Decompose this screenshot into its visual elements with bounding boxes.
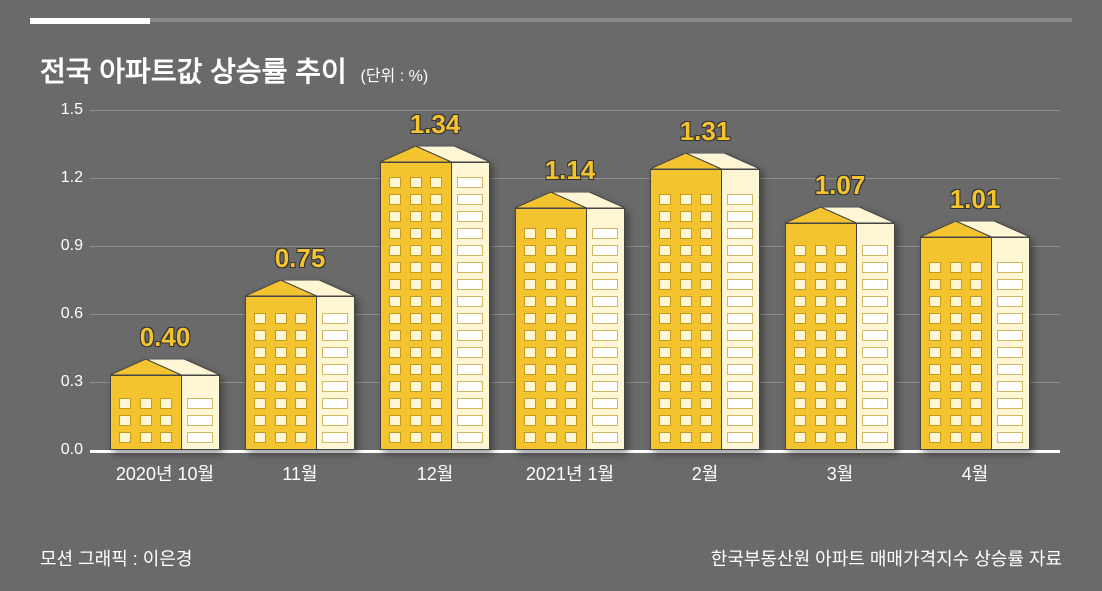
title-main: 전국 아파트값 상승률 추이 bbox=[40, 56, 347, 87]
building-side-windows bbox=[997, 262, 1023, 443]
building-windows bbox=[385, 177, 446, 443]
building-side-windows bbox=[862, 245, 888, 443]
building-icon bbox=[515, 192, 625, 450]
value-label: 1.07 bbox=[815, 170, 866, 201]
bar: 1.312월 bbox=[650, 93, 760, 450]
value-label: 1.14 bbox=[545, 155, 596, 186]
building-side bbox=[317, 296, 356, 450]
value-label: 1.01 bbox=[950, 184, 1001, 215]
building-roof bbox=[650, 153, 760, 169]
building-side bbox=[587, 208, 626, 450]
header-accent bbox=[30, 18, 150, 24]
bar: 1.3412월 bbox=[380, 86, 490, 450]
building-icon bbox=[920, 221, 1030, 450]
building-front bbox=[785, 223, 857, 450]
x-axis-label: 2021년 1월 bbox=[526, 460, 614, 486]
building-icon bbox=[245, 280, 355, 450]
building-icon bbox=[380, 146, 490, 450]
building-icon bbox=[650, 153, 760, 450]
value-label: 0.75 bbox=[275, 243, 326, 274]
building-roof bbox=[920, 221, 1030, 237]
bar: 1.142021년 1월 bbox=[515, 132, 625, 450]
building-icon bbox=[110, 359, 220, 450]
building-side bbox=[722, 169, 761, 450]
value-label: 0.40 bbox=[140, 322, 191, 353]
x-axis-label: 11월 bbox=[282, 460, 317, 486]
building-front bbox=[515, 208, 587, 450]
building-roof bbox=[110, 359, 220, 375]
chart-area: 0.00.30.60.91.21.50.402020년 10월0.7511월1.… bbox=[60, 110, 1060, 490]
building-side-windows bbox=[592, 228, 618, 443]
y-axis-label: 0.9 bbox=[55, 237, 83, 255]
building-side bbox=[992, 237, 1031, 450]
value-label: 1.34 bbox=[410, 109, 461, 140]
x-axis-label: 4월 bbox=[962, 460, 989, 486]
credit-left: 모션 그래픽 : 이은경 bbox=[40, 545, 192, 571]
bar: 0.402020년 10월 bbox=[110, 299, 220, 450]
building-front bbox=[920, 237, 992, 450]
x-axis-label: 2월 bbox=[692, 460, 719, 486]
building-side bbox=[182, 375, 221, 450]
building-windows bbox=[655, 194, 716, 443]
bar: 0.7511월 bbox=[245, 220, 355, 450]
header-divider bbox=[30, 18, 1072, 22]
credit-right: 한국부동산원 아파트 매매가격지수 상승률 자료 bbox=[711, 545, 1062, 571]
gridline bbox=[90, 110, 1060, 111]
building-roof bbox=[380, 146, 490, 162]
building-front bbox=[110, 375, 182, 450]
x-axis bbox=[90, 450, 1060, 453]
building-windows bbox=[925, 262, 986, 443]
building-roof bbox=[245, 280, 355, 296]
bar: 1.073월 bbox=[785, 147, 895, 450]
x-axis-label: 3월 bbox=[827, 460, 854, 486]
building-roof bbox=[785, 207, 895, 223]
bar: 1.014월 bbox=[920, 161, 1030, 450]
y-axis-label: 0.0 bbox=[55, 441, 83, 459]
building-windows bbox=[520, 228, 581, 443]
building-side bbox=[857, 223, 896, 450]
building-side-windows bbox=[457, 177, 483, 443]
building-roof bbox=[515, 192, 625, 208]
building-front bbox=[380, 162, 452, 450]
building-windows bbox=[790, 245, 851, 443]
building-side-windows bbox=[727, 194, 753, 443]
building-icon bbox=[785, 207, 895, 450]
y-axis-label: 0.6 bbox=[55, 305, 83, 323]
building-side bbox=[452, 162, 491, 450]
building-side-windows bbox=[322, 313, 348, 443]
building-windows bbox=[115, 398, 176, 443]
title-unit: (단위 : %) bbox=[360, 68, 428, 85]
x-axis-label: 2020년 10월 bbox=[116, 460, 214, 486]
y-axis-label: 1.2 bbox=[55, 169, 83, 187]
building-side-windows bbox=[187, 398, 213, 443]
building-front bbox=[245, 296, 317, 450]
y-axis-label: 1.5 bbox=[55, 101, 83, 119]
building-front bbox=[650, 169, 722, 450]
building-windows bbox=[250, 313, 311, 443]
y-axis-label: 0.3 bbox=[55, 373, 83, 391]
x-axis-label: 12월 bbox=[417, 460, 454, 486]
chart-title: 전국 아파트값 상승률 추이 (단위 : %) bbox=[40, 50, 428, 90]
value-label: 1.31 bbox=[680, 116, 731, 147]
